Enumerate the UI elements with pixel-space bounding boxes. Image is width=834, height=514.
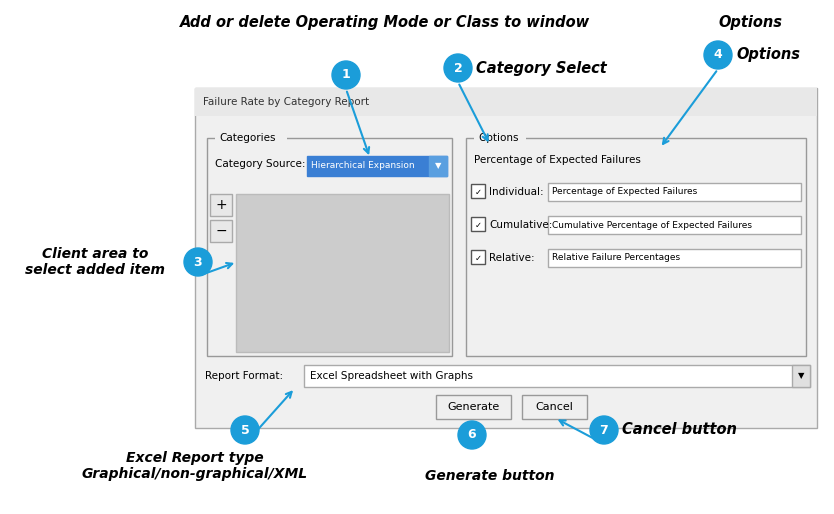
Text: 2: 2 — [454, 62, 462, 75]
Text: ✓: ✓ — [475, 253, 481, 263]
Text: Report Format:: Report Format: — [205, 371, 283, 381]
FancyBboxPatch shape — [471, 217, 485, 231]
FancyBboxPatch shape — [548, 249, 801, 267]
Text: Cumulative:: Cumulative: — [489, 220, 552, 230]
Text: ✓: ✓ — [475, 188, 481, 196]
Text: Options: Options — [736, 47, 800, 63]
Text: ▼: ▼ — [435, 161, 441, 171]
Text: Options: Options — [718, 14, 782, 29]
Text: 6: 6 — [468, 429, 476, 442]
Text: Relative:: Relative: — [489, 253, 535, 263]
Text: Options: Options — [478, 133, 519, 143]
Text: Add or delete Operating Mode or Class to window: Add or delete Operating Mode or Class to… — [180, 14, 590, 29]
FancyBboxPatch shape — [792, 365, 810, 387]
Circle shape — [458, 421, 486, 449]
Circle shape — [444, 54, 472, 82]
Text: 1: 1 — [342, 68, 350, 82]
Text: Percentage of Expected Failures: Percentage of Expected Failures — [474, 155, 641, 165]
Circle shape — [590, 416, 618, 444]
FancyBboxPatch shape — [236, 194, 449, 352]
Text: ✓: ✓ — [475, 221, 481, 229]
Text: Hierarchical Expansion: Hierarchical Expansion — [311, 161, 414, 171]
Circle shape — [231, 416, 259, 444]
Circle shape — [332, 61, 360, 89]
FancyBboxPatch shape — [522, 395, 587, 419]
FancyBboxPatch shape — [207, 138, 452, 356]
Text: +: + — [215, 198, 227, 212]
FancyBboxPatch shape — [548, 183, 801, 201]
FancyBboxPatch shape — [471, 184, 485, 198]
Text: −: − — [215, 224, 227, 238]
Text: Cancel: Cancel — [535, 402, 574, 412]
Text: Individual:: Individual: — [489, 187, 544, 197]
FancyBboxPatch shape — [304, 365, 810, 387]
Text: Category Select: Category Select — [476, 61, 607, 76]
Text: Categories: Categories — [219, 133, 275, 143]
FancyBboxPatch shape — [210, 194, 232, 216]
FancyBboxPatch shape — [307, 156, 447, 176]
FancyBboxPatch shape — [210, 220, 232, 242]
Text: Client area to
select added item: Client area to select added item — [25, 247, 165, 277]
Text: 3: 3 — [193, 255, 203, 268]
FancyBboxPatch shape — [471, 250, 485, 264]
Text: Relative Failure Percentages: Relative Failure Percentages — [552, 253, 680, 263]
Circle shape — [704, 41, 732, 69]
Circle shape — [184, 248, 212, 276]
FancyBboxPatch shape — [436, 395, 511, 419]
Text: 5: 5 — [241, 424, 249, 436]
FancyBboxPatch shape — [195, 88, 817, 116]
Text: Percentage of Expected Failures: Percentage of Expected Failures — [552, 188, 697, 196]
Text: Category Source:: Category Source: — [215, 159, 305, 169]
Text: 7: 7 — [600, 424, 608, 436]
FancyBboxPatch shape — [466, 138, 806, 356]
FancyBboxPatch shape — [429, 156, 447, 176]
Text: Generate: Generate — [447, 402, 500, 412]
Text: Generate button: Generate button — [425, 469, 555, 483]
Text: Excel Spreadsheet with Graphs: Excel Spreadsheet with Graphs — [310, 371, 473, 381]
FancyBboxPatch shape — [548, 216, 801, 234]
Text: Cancel button: Cancel button — [622, 423, 737, 437]
Text: ▼: ▼ — [798, 372, 804, 380]
Text: Cumulative Percentage of Expected Failures: Cumulative Percentage of Expected Failur… — [552, 221, 752, 229]
Text: Failure Rate by Category Report: Failure Rate by Category Report — [203, 97, 369, 107]
FancyBboxPatch shape — [215, 132, 287, 144]
FancyBboxPatch shape — [474, 132, 526, 144]
Text: Excel Report type
Graphical/non-graphical/XML: Excel Report type Graphical/non-graphica… — [82, 451, 308, 481]
Text: 4: 4 — [714, 48, 722, 62]
FancyBboxPatch shape — [195, 88, 817, 428]
